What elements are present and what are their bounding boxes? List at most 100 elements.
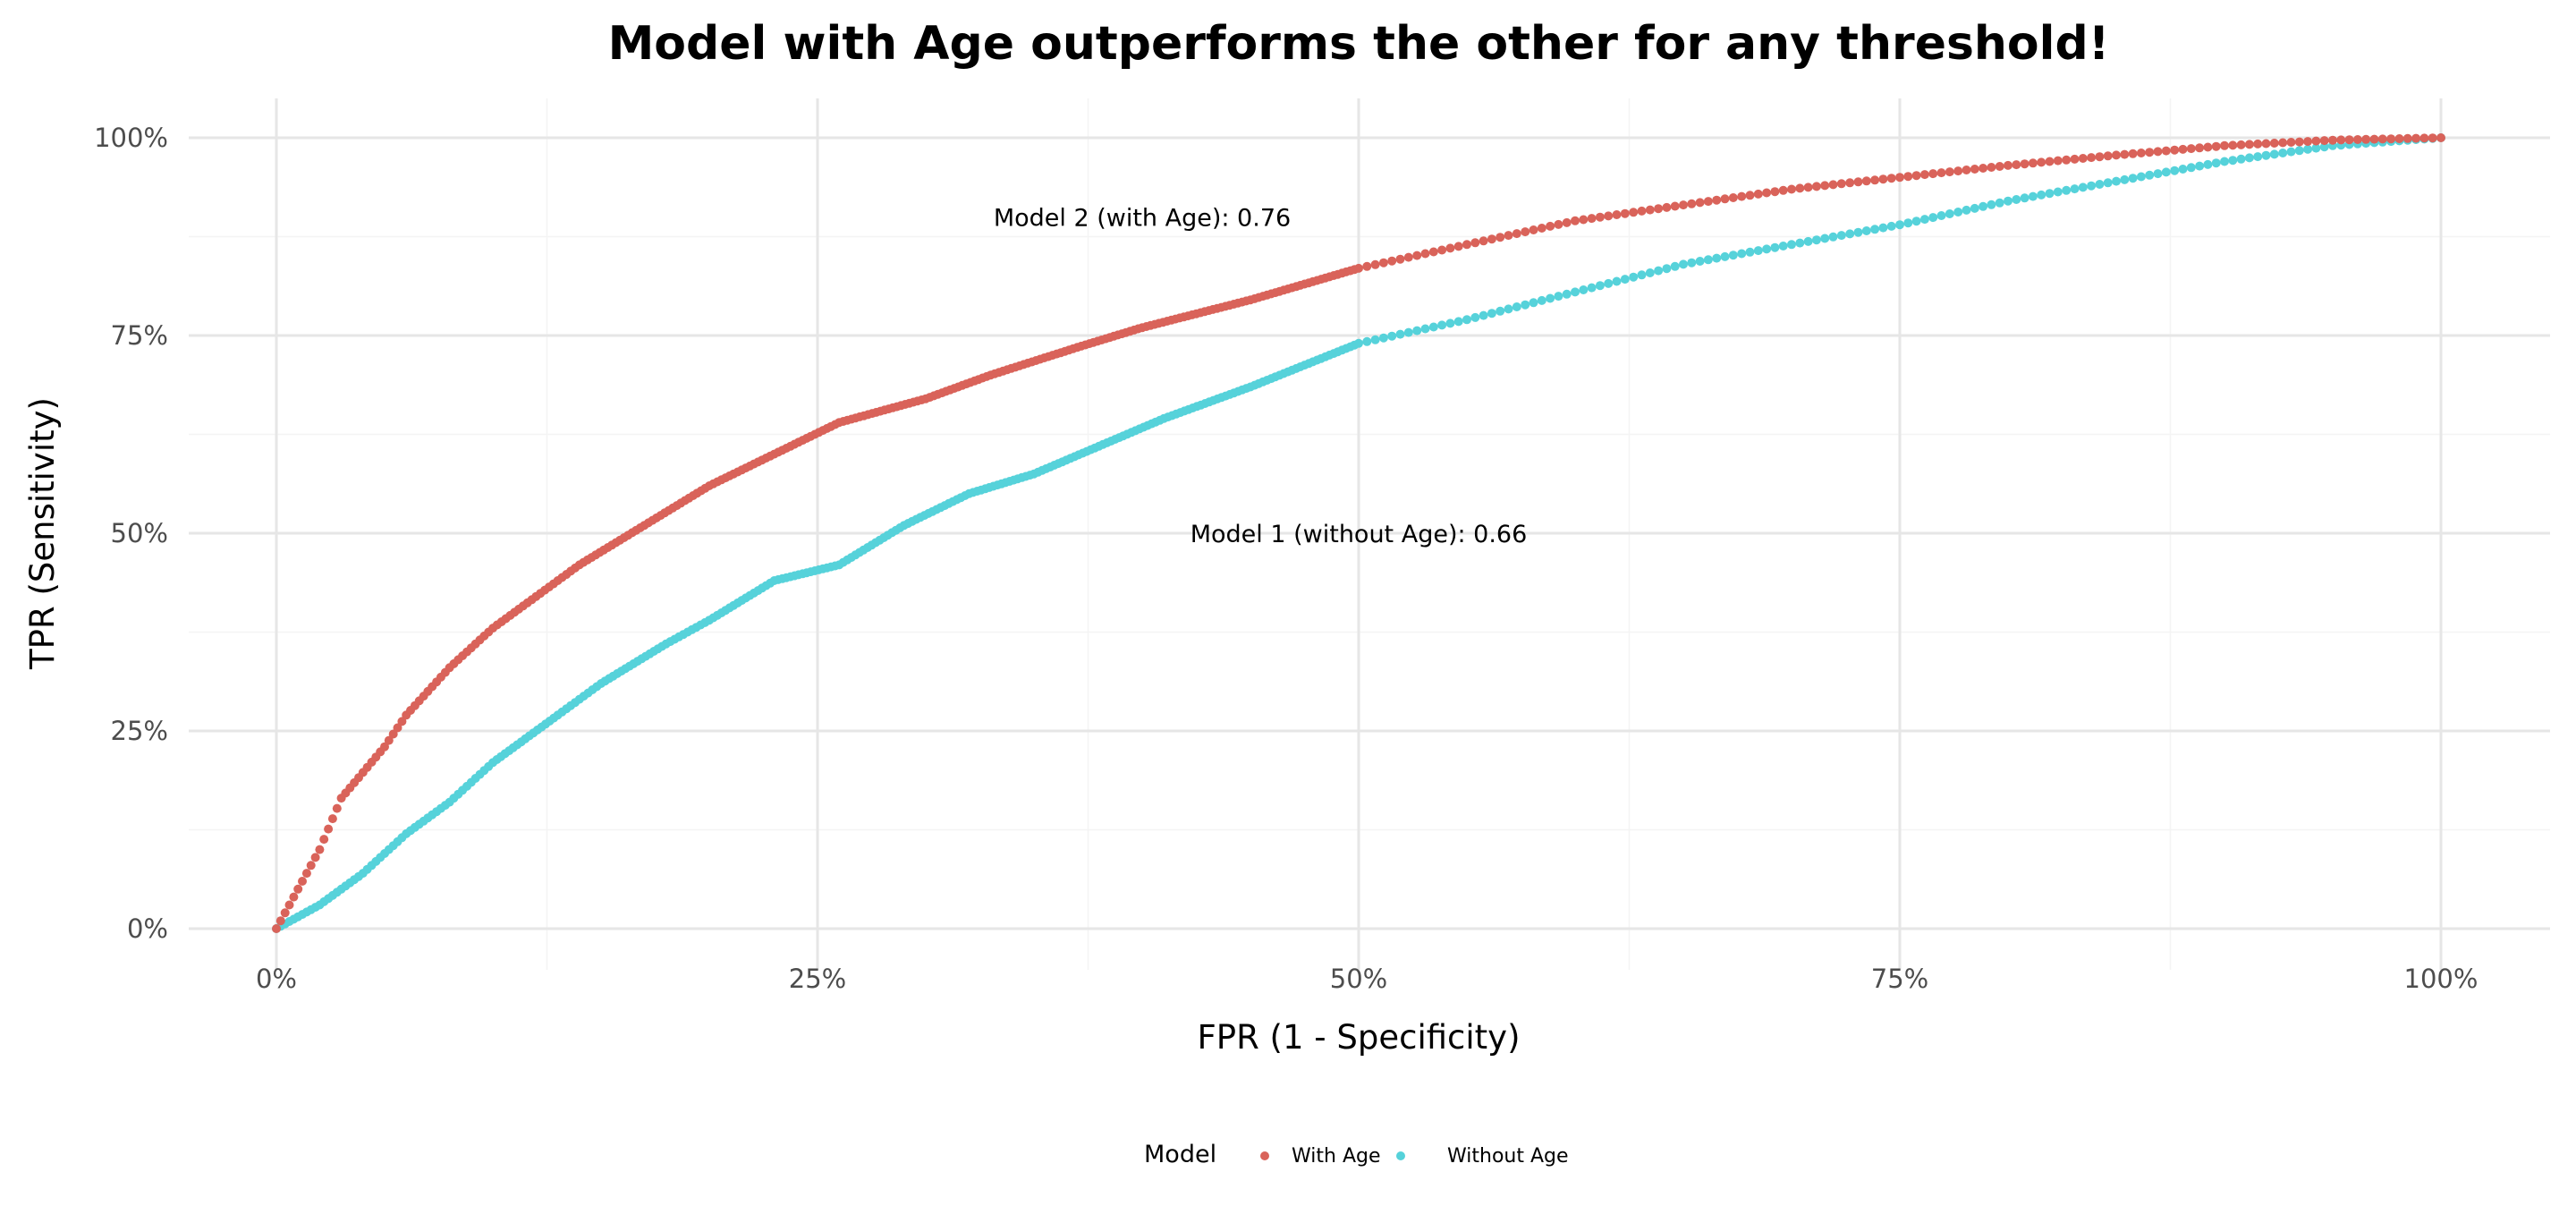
data-point xyxy=(380,742,389,752)
data-point xyxy=(2278,149,2288,157)
data-point xyxy=(1828,232,1838,242)
data-point xyxy=(1587,283,1597,293)
data-point xyxy=(2153,169,2163,179)
y-tick-label: 25% xyxy=(111,716,168,746)
data-point xyxy=(1703,255,1713,265)
data-point xyxy=(2186,144,2196,154)
data-point xyxy=(1911,171,1921,181)
data-point xyxy=(2045,157,2055,166)
data-point xyxy=(1878,174,1888,184)
data-point xyxy=(324,824,334,834)
data-point xyxy=(1803,236,1813,246)
data-point xyxy=(1362,336,1372,346)
data-point xyxy=(1770,242,1780,252)
data-point xyxy=(2070,154,2080,164)
annotation-model-1: Model 1 (without Age): 0.66 xyxy=(1191,521,1528,548)
data-point xyxy=(1845,229,1855,239)
data-point xyxy=(1945,209,1954,218)
x-axis-title: FPR (1 - Specificity) xyxy=(1197,1018,1520,1057)
data-point xyxy=(1928,213,1938,223)
data-point xyxy=(1504,231,1513,241)
data-point xyxy=(2428,133,2437,143)
data-point xyxy=(1953,208,1963,217)
data-point xyxy=(1504,304,1513,314)
data-point xyxy=(1987,163,1996,172)
data-point xyxy=(2195,143,2205,153)
y-tick-label: 0% xyxy=(127,913,168,944)
data-point xyxy=(2170,166,2180,175)
data-point xyxy=(1453,242,1463,251)
data-point xyxy=(1679,259,1688,269)
data-point xyxy=(2244,153,2254,163)
data-point xyxy=(1612,276,1622,286)
data-point xyxy=(1670,201,1680,211)
data-point xyxy=(1470,312,1480,322)
data-point xyxy=(2153,147,2163,157)
data-point xyxy=(332,803,342,813)
data-point xyxy=(1970,165,1979,174)
data-point xyxy=(2319,142,2329,152)
y-tick-label: 50% xyxy=(111,518,168,548)
legend-swatch-without-age xyxy=(1396,1151,1405,1160)
data-point xyxy=(1529,298,1538,308)
data-point xyxy=(2095,152,2105,162)
data-point xyxy=(298,877,307,886)
data-point xyxy=(1437,245,1447,255)
data-point xyxy=(284,900,294,910)
data-point xyxy=(2062,155,2072,165)
data-point xyxy=(1728,251,1738,260)
data-point xyxy=(2253,152,2263,162)
data-point xyxy=(1445,318,1455,328)
data-point xyxy=(1911,217,1921,226)
data-point xyxy=(2369,134,2379,144)
data-point xyxy=(393,723,402,733)
data-point xyxy=(1778,185,1788,195)
data-point xyxy=(2062,185,2072,195)
data-point xyxy=(2244,140,2254,149)
data-point xyxy=(1962,205,1971,215)
y-tick-label: 100% xyxy=(94,123,168,153)
data-point xyxy=(1795,238,1805,248)
data-point xyxy=(1720,194,1730,204)
data-point xyxy=(1579,285,1589,294)
data-point xyxy=(1936,168,1946,178)
data-point xyxy=(2286,147,2296,157)
data-point xyxy=(1546,221,1555,231)
data-point xyxy=(384,735,394,745)
data-point xyxy=(1395,254,1405,264)
data-point xyxy=(1845,178,1855,188)
data-point xyxy=(319,835,329,845)
data-point xyxy=(1470,238,1480,248)
data-point xyxy=(2103,178,2113,188)
annotation-model-2: Model 2 (with Age): 0.76 xyxy=(994,204,1291,232)
data-point xyxy=(1620,275,1630,285)
y-axis-title: TPR (Sensitivity) xyxy=(23,397,62,670)
data-point xyxy=(1712,195,1722,205)
data-point xyxy=(2220,157,2229,166)
data-point xyxy=(2336,135,2346,145)
data-point xyxy=(2303,144,2313,154)
data-point xyxy=(2269,139,2279,148)
data-point xyxy=(2344,135,2354,145)
data-point xyxy=(2070,184,2080,194)
data-point xyxy=(2004,160,2012,170)
data-point xyxy=(2286,138,2296,147)
data-point xyxy=(2294,137,2304,147)
data-point xyxy=(2319,136,2329,146)
data-point xyxy=(1387,331,1397,341)
data-point xyxy=(1895,173,1904,183)
data-point xyxy=(1595,212,1605,222)
data-point xyxy=(280,908,290,918)
data-point xyxy=(388,729,398,739)
data-point xyxy=(1861,226,1871,235)
data-point xyxy=(2120,174,2130,184)
data-point xyxy=(1970,203,1979,213)
data-point xyxy=(1370,335,1380,344)
data-point xyxy=(2328,135,2337,145)
data-point xyxy=(2170,145,2180,155)
data-point xyxy=(1811,235,1821,245)
data-point xyxy=(1936,211,1946,220)
x-tick-label: 0% xyxy=(256,964,297,994)
data-point xyxy=(2095,180,2105,189)
data-point xyxy=(1753,189,1763,199)
